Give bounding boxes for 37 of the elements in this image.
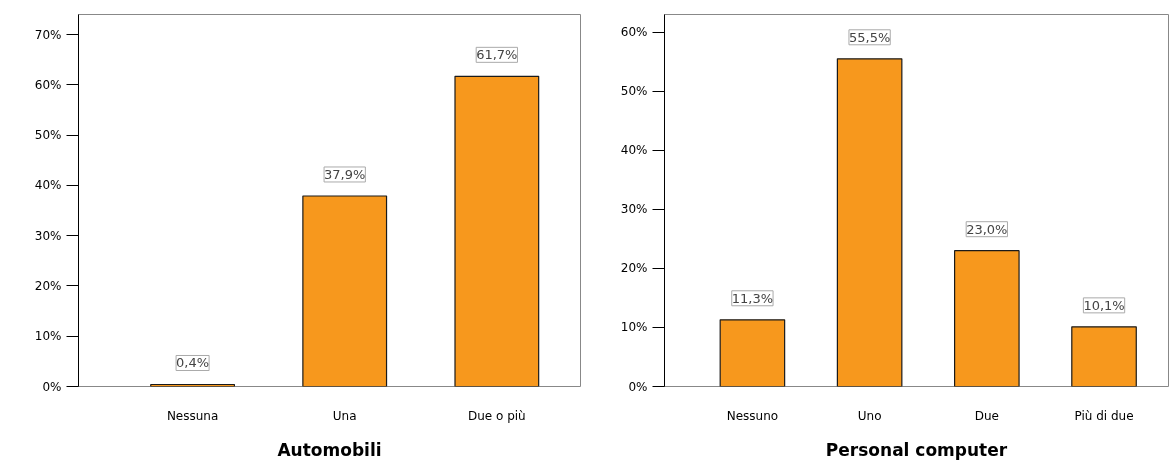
data-label: 0,4% xyxy=(176,355,210,371)
x-tick-label: Una xyxy=(332,408,357,423)
y-tick-label: 50% xyxy=(34,128,62,143)
x-axis-title: Automobili xyxy=(277,439,382,460)
y-tick-label: 20% xyxy=(34,278,62,293)
x-tick-label: Due o più xyxy=(467,408,526,423)
x-tick-label: Uno xyxy=(857,408,882,423)
bar xyxy=(953,250,1020,387)
y-tick-label: 10% xyxy=(620,320,648,335)
x-tick-label: Due xyxy=(974,408,999,423)
x-tick-label: Nessuna xyxy=(166,408,219,423)
y-tick-label: 50% xyxy=(620,84,648,99)
y-tick-label: 40% xyxy=(620,143,648,158)
y-tick-label: 10% xyxy=(34,329,62,344)
data-label: 23,0% xyxy=(966,221,1008,237)
data-label: 55,5% xyxy=(848,29,891,45)
y-tick-label: 30% xyxy=(34,228,62,243)
x-tick-label: Nessuno xyxy=(726,408,779,423)
x-axis-title: Personal computer xyxy=(825,439,1008,460)
bar xyxy=(719,319,786,387)
y-tick-label: 60% xyxy=(34,77,62,92)
y-tick-label: 0% xyxy=(628,379,648,394)
y-tick-label: 40% xyxy=(34,178,62,193)
bar xyxy=(1071,326,1137,387)
bar xyxy=(454,75,540,387)
bar xyxy=(836,58,903,387)
data-label: 11,3% xyxy=(731,290,774,306)
y-tick-label: 60% xyxy=(620,25,648,40)
data-label: 37,9% xyxy=(324,166,366,182)
bar xyxy=(302,195,388,387)
y-tick-label: 0% xyxy=(42,379,62,394)
y-tick-label: 20% xyxy=(620,261,648,276)
y-tick-label: 30% xyxy=(620,202,648,217)
data-label: 10,1% xyxy=(1083,297,1125,313)
x-tick-label: Più di due xyxy=(1074,408,1134,423)
y-tick-label: 70% xyxy=(34,27,62,42)
data-label: 61,7% xyxy=(476,47,518,63)
